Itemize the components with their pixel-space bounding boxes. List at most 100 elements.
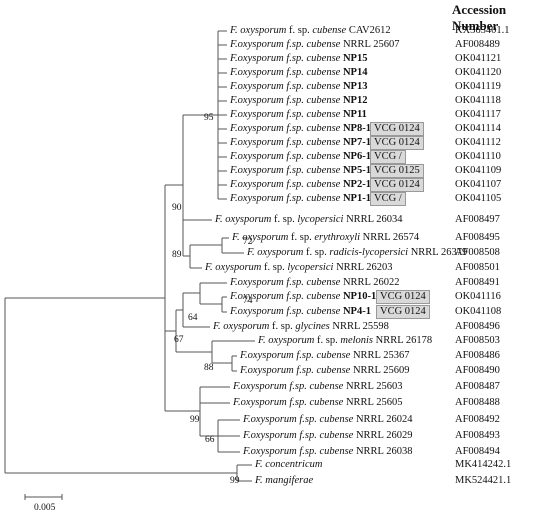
taxon-part: F.oxysporum f.sp. cubense bbox=[230, 81, 343, 92]
column-header: Accession Number bbox=[452, 2, 507, 33]
bootstrap-value: 90 bbox=[172, 203, 182, 213]
accession: AF008501 bbox=[455, 262, 500, 273]
taxon-part: NRRL 26379 bbox=[408, 247, 468, 258]
taxon-part: NP12 bbox=[342, 95, 368, 106]
accession: AF008508 bbox=[455, 247, 500, 258]
vcg-tag: VCG 0125 bbox=[370, 164, 424, 178]
taxon-label: F. oxysporum f. sp. cubense CAV2612 bbox=[230, 24, 391, 38]
tree-branches bbox=[4, 31, 238, 481]
taxon-part: f. sp. bbox=[286, 25, 313, 36]
bootstrap-value: 66 bbox=[205, 435, 215, 445]
taxon-part: F. mangiferae bbox=[255, 475, 314, 486]
vcg-tag: VCG 0124 bbox=[376, 305, 430, 319]
taxon-label: F.oxysporum f.sp. cubense NRRL 26024 bbox=[243, 413, 412, 427]
taxon-part: F. oxysporum bbox=[258, 335, 315, 346]
taxon-label: F.oxysporum f.sp. cubense NP2-1 bbox=[230, 178, 371, 192]
taxon-part: NRRL 26178 bbox=[373, 335, 433, 346]
taxon-part: F.oxysporum f.sp. cubense bbox=[230, 291, 343, 302]
taxon-label: F.oxysporum f.sp. cubense NRRL 25367 bbox=[240, 349, 409, 363]
taxon-label: F. oxysporum f. sp. glycines NRRL 25598 bbox=[213, 320, 389, 334]
scale-label: 0.005 bbox=[34, 503, 56, 513]
taxon-label: F.oxysporum f.sp. cubense NP1-1 bbox=[230, 192, 371, 206]
taxon-part: NRRL 25603 bbox=[343, 381, 403, 392]
taxon-part: F.oxysporum f.sp. cubense bbox=[240, 350, 351, 361]
taxon-label: F. oxysporum f. sp. melonis NRRL 26178 bbox=[258, 334, 432, 348]
accession: OK041121 bbox=[455, 53, 502, 64]
taxon-part: NRRL 25609 bbox=[350, 365, 410, 376]
taxon-part: NRRL 25598 bbox=[329, 321, 389, 332]
taxon-part: lycopersici bbox=[297, 214, 344, 225]
taxon-label: F. oxysporum f. sp. radicis-lycopersici … bbox=[247, 246, 467, 260]
taxon-part: NRRL 26029 bbox=[353, 430, 413, 441]
accession: OK041116 bbox=[455, 291, 501, 302]
taxon-label: F.oxysporum f.sp. cubense NP14 bbox=[230, 66, 367, 80]
taxon-part: cubense bbox=[312, 25, 347, 36]
taxon-label: F.oxysporum f.sp. cubense NP7-1 bbox=[230, 136, 371, 150]
taxon-label: F.oxysporum f.sp. cubense NRRL 25605 bbox=[233, 396, 402, 410]
taxon-label: F.oxysporum f.sp. cubense NRRL 26029 bbox=[243, 429, 412, 443]
taxon-part: F.oxysporum f.sp. cubense bbox=[230, 151, 343, 162]
accession: AF008495 bbox=[455, 232, 500, 243]
taxon-part: F.oxysporum f.sp. cubense bbox=[230, 53, 343, 64]
bootstrap-value: 89 bbox=[172, 250, 182, 260]
bootstrap-value: 99 bbox=[190, 415, 200, 425]
taxon-part: NRRL 25367 bbox=[350, 350, 410, 361]
taxon-label: F. oxysporum f. sp. erythroxyli NRRL 265… bbox=[232, 231, 419, 245]
taxon-label: F. oxysporum f. sp. lycopersici NRRL 260… bbox=[215, 213, 403, 227]
accession: OK041110 bbox=[455, 151, 501, 162]
accession: OK041112 bbox=[455, 137, 501, 148]
taxon-label: F.oxysporum f.sp. cubense NRRL 26022 bbox=[230, 276, 399, 290]
accession: KX365401.1 bbox=[455, 25, 510, 36]
accession: AF008490 bbox=[455, 365, 500, 376]
taxon-part: NP13 bbox=[342, 81, 368, 92]
accession: AF008488 bbox=[455, 397, 500, 408]
taxon-label: F. oxysporum f. sp. lycopersici NRRL 262… bbox=[205, 261, 393, 275]
bootstrap-value: 67 bbox=[174, 335, 184, 345]
taxon-label: F.oxysporum f.sp. cubense NP10-1 bbox=[230, 290, 376, 304]
taxon-part: F. oxysporum bbox=[230, 25, 287, 36]
taxon-part: CAV2612 bbox=[346, 25, 391, 36]
taxon-part: F.oxysporum f.sp. cubense bbox=[243, 430, 354, 441]
taxon-part: NP1-1 bbox=[342, 193, 371, 204]
vcg-tag: VCG / bbox=[370, 150, 406, 164]
taxon-part: f. sp. bbox=[271, 214, 298, 225]
taxon-part: NP10-1 bbox=[342, 291, 377, 302]
taxon-part: glycines bbox=[295, 321, 330, 332]
taxon-part: F.oxysporum f.sp. cubense bbox=[243, 446, 354, 457]
taxon-part: F.oxysporum f.sp. cubense bbox=[230, 306, 343, 317]
bootstrap-value: 95 bbox=[204, 113, 214, 123]
taxon-part: F.oxysporum f.sp. cubense bbox=[230, 179, 343, 190]
taxon-part: f. sp. bbox=[261, 262, 288, 273]
taxon-part: F.oxysporum f.sp. cubense bbox=[230, 165, 343, 176]
bootstrap-value: 64 bbox=[188, 313, 198, 323]
accession: OK041105 bbox=[455, 193, 502, 204]
taxon-label: F. mangiferae bbox=[255, 474, 313, 488]
accession: AF008493 bbox=[455, 430, 500, 441]
taxon-part: F.oxysporum f.sp. cubense bbox=[240, 365, 351, 376]
taxon-part: NP2-1 bbox=[342, 179, 371, 190]
taxon-part: NP5-1 bbox=[342, 165, 371, 176]
vcg-tag: VCG 0124 bbox=[370, 122, 424, 136]
taxon-part: NP15 bbox=[342, 53, 368, 64]
taxon-part: f. sp. bbox=[314, 335, 341, 346]
taxon-part: NP14 bbox=[342, 67, 368, 78]
accession: AF008489 bbox=[455, 39, 500, 50]
accession: AF008492 bbox=[455, 414, 500, 425]
accession: OK041118 bbox=[455, 95, 501, 106]
taxon-part: F.oxysporum f.sp. cubense bbox=[230, 109, 343, 120]
taxon-part: NRRL 26574 bbox=[360, 232, 420, 243]
taxon-part: F. oxysporum bbox=[232, 232, 289, 243]
taxon-part: F.oxysporum f.sp. cubense bbox=[243, 414, 354, 425]
taxon-label: F.oxysporum f.sp. cubense NP4-1 bbox=[230, 305, 371, 319]
taxon-label: F.oxysporum f.sp. cubense NRRL 25609 bbox=[240, 364, 409, 378]
taxon-part: melonis bbox=[340, 335, 374, 346]
taxon-part: F.oxysporum f.sp. cubense bbox=[230, 137, 343, 148]
bootstrap-value: 88 bbox=[204, 363, 214, 373]
bootstrap-value: 72 bbox=[243, 237, 253, 247]
taxon-part: NRRL 26038 bbox=[353, 446, 413, 457]
taxon-part: lycopersici bbox=[287, 262, 334, 273]
accession: OK041119 bbox=[455, 81, 501, 92]
accession: AF008503 bbox=[455, 335, 500, 346]
